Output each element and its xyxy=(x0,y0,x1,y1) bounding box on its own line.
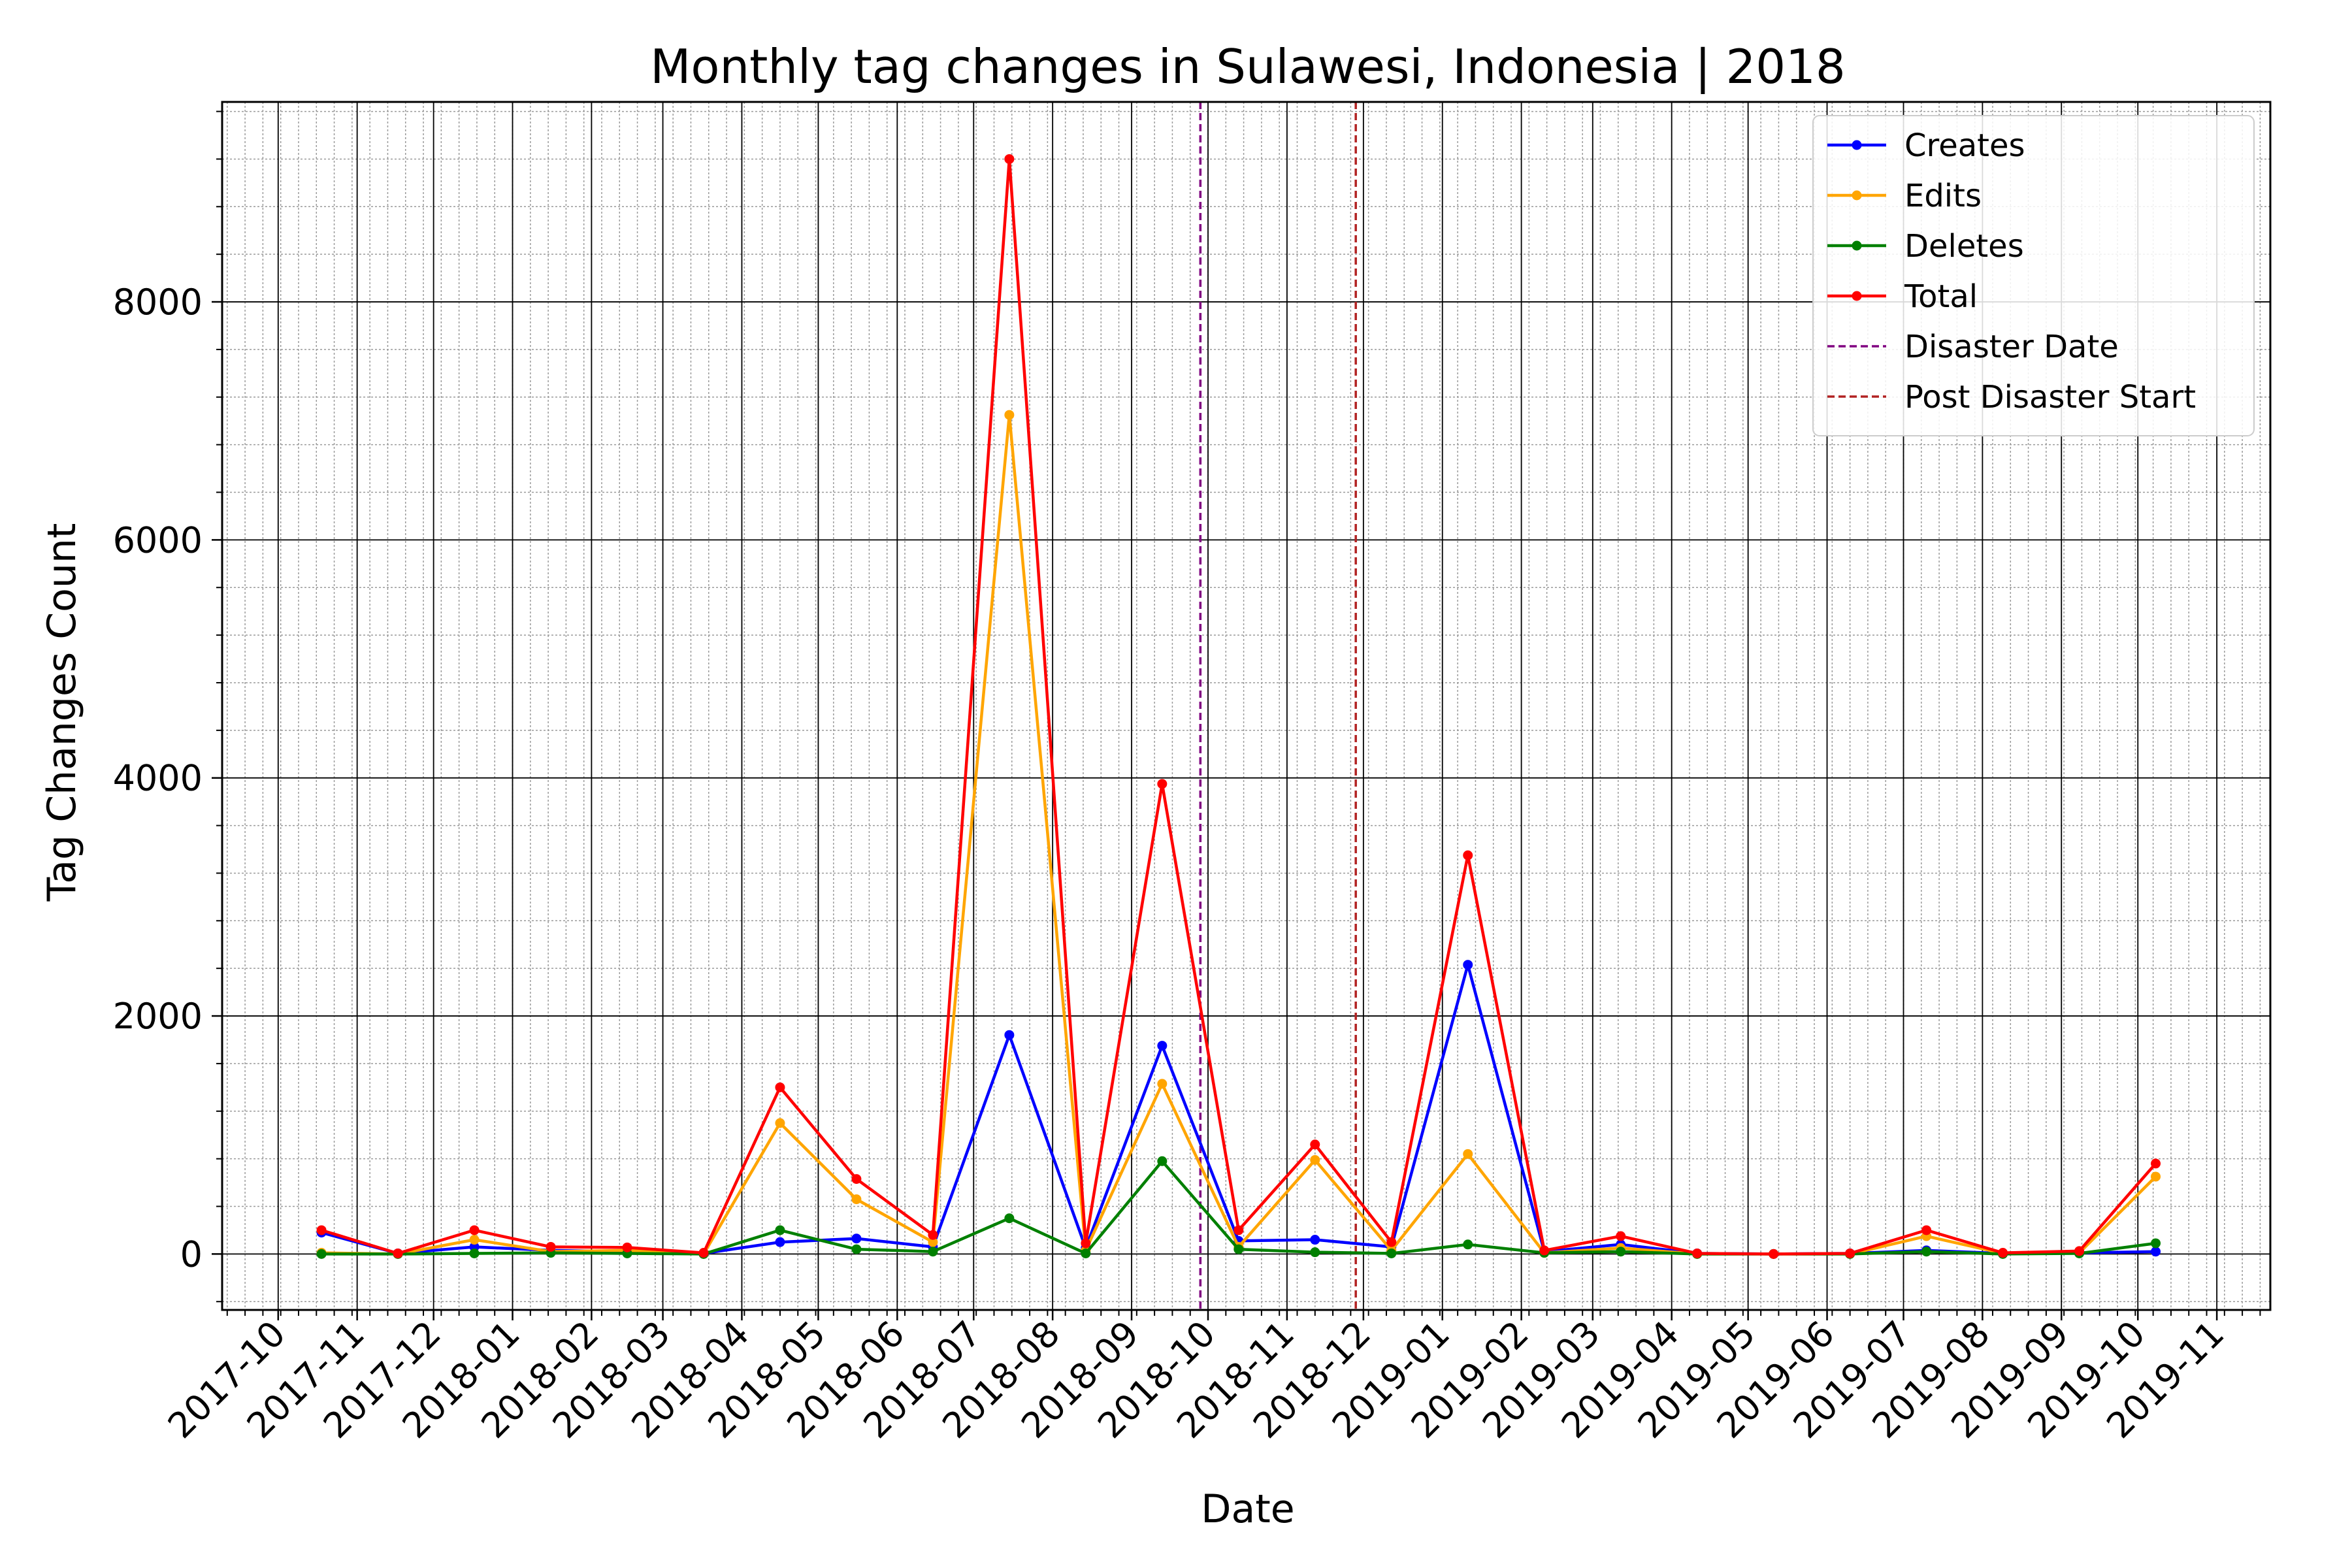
legend-label: Total xyxy=(1904,278,1978,315)
data-point xyxy=(316,1225,327,1235)
data-point xyxy=(1081,1238,1091,1249)
data-point xyxy=(1157,1156,1168,1166)
data-point xyxy=(1921,1225,1932,1235)
data-point xyxy=(316,1249,327,1259)
data-point xyxy=(2151,1158,2161,1169)
legend-marker xyxy=(1852,190,1862,201)
y-axis-label: Tag Changes Count xyxy=(39,523,85,902)
data-point xyxy=(851,1244,862,1254)
data-point xyxy=(1845,1248,1855,1258)
data-point xyxy=(1539,1245,1550,1256)
event-lines xyxy=(1199,102,1357,1310)
data-point xyxy=(469,1235,480,1245)
data-point xyxy=(469,1248,480,1258)
data-point xyxy=(1157,1041,1168,1051)
major-grid xyxy=(222,102,2270,1310)
data-point xyxy=(1310,1154,1320,1165)
data-point xyxy=(1081,1248,1091,1258)
data-point xyxy=(775,1237,785,1247)
data-point xyxy=(1004,154,1015,164)
data-point xyxy=(1616,1247,1626,1257)
chart-title: Monthly tag changes in Sulawesi, Indones… xyxy=(650,39,1845,95)
y-tick-label: 0 xyxy=(180,1233,203,1275)
data-point xyxy=(851,1233,862,1244)
legend-marker xyxy=(1852,240,1862,251)
data-point xyxy=(775,1225,785,1235)
data-point xyxy=(393,1248,403,1258)
data-point xyxy=(1616,1231,1626,1241)
data-point xyxy=(622,1242,632,1252)
y-tick-label: 8000 xyxy=(113,282,203,323)
data-point xyxy=(2151,1247,2161,1257)
data-point xyxy=(775,1082,785,1092)
data-point xyxy=(1692,1248,1703,1258)
series-line xyxy=(321,413,2157,1256)
legend-label: Deletes xyxy=(1904,228,2024,265)
data-series xyxy=(316,154,2161,1259)
data-point xyxy=(1233,1225,1244,1235)
y-tick-label: 4000 xyxy=(113,758,203,799)
data-point xyxy=(1233,1244,1244,1254)
data-point xyxy=(1004,1213,1015,1224)
data-point xyxy=(2074,1246,2085,1256)
series-line xyxy=(321,963,2156,1256)
data-point xyxy=(928,1237,938,1247)
data-point xyxy=(851,1174,862,1184)
data-point xyxy=(1310,1139,1320,1150)
legend-label: Disaster Date xyxy=(1904,329,2119,365)
data-point xyxy=(2151,1238,2161,1249)
data-point xyxy=(1463,960,1473,970)
data-point xyxy=(928,1247,938,1257)
data-point xyxy=(1463,1149,1473,1159)
data-point xyxy=(1998,1248,2008,1258)
legend-box xyxy=(1812,115,2255,436)
data-point xyxy=(1463,1239,1473,1250)
data-point xyxy=(2151,1171,2161,1182)
legend: Creates Edits Deletes Total Disaster Date Pos… xyxy=(1812,115,2255,436)
data-point xyxy=(1310,1235,1320,1245)
data-point xyxy=(775,1118,785,1128)
data-point xyxy=(851,1194,862,1205)
data-point xyxy=(1310,1247,1320,1258)
data-point xyxy=(546,1241,556,1252)
legend-label: Edits xyxy=(1904,178,1982,214)
data-point xyxy=(1157,779,1168,789)
data-point xyxy=(1004,1030,1015,1040)
legend-marker xyxy=(1852,140,1862,150)
data-point xyxy=(1004,410,1015,420)
data-point xyxy=(469,1225,480,1235)
data-point xyxy=(928,1230,938,1240)
y-tick-label: 2000 xyxy=(113,996,203,1037)
data-point xyxy=(1386,1237,1397,1247)
data-point xyxy=(1463,850,1473,860)
legend-label: Post Disaster Start xyxy=(1904,379,2196,416)
data-point xyxy=(698,1248,709,1258)
data-point xyxy=(1769,1249,1779,1259)
minor-grid xyxy=(222,102,2270,1310)
x-axis-label: Date xyxy=(1201,1486,1294,1532)
y-tick-label: 6000 xyxy=(113,519,203,561)
plot-frame xyxy=(221,101,2272,1311)
legend-label: Creates xyxy=(1904,127,2025,164)
data-point xyxy=(1921,1247,1932,1257)
legend-marker xyxy=(1852,291,1862,301)
data-point xyxy=(1157,1079,1168,1089)
data-point xyxy=(1386,1248,1397,1258)
